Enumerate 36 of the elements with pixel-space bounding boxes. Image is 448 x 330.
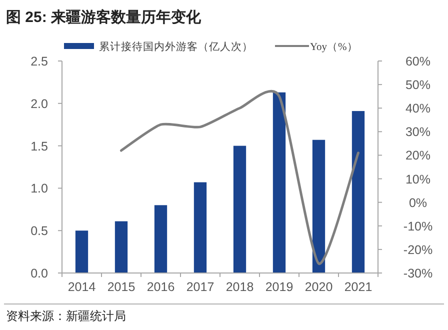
bar [154,205,168,273]
x-tick-label: 2020 [304,280,333,294]
x-tick-label: 2016 [146,280,175,294]
x-tick-label: 2021 [344,280,372,294]
chart-title: 图 25: 来疆游客数量历年变化 [6,8,202,26]
y2-tick-label: -10% [403,219,433,234]
y2-tick-label: 20% [405,148,431,163]
y2-tick-label: 10% [405,172,431,186]
y-tick-label: 2.5 [30,54,48,68]
x-tick-label: 2014 [68,280,96,294]
y2-tick-label: 50% [405,78,431,92]
y-tick-label: 0.5 [30,224,48,238]
bar [312,140,326,273]
y-tick-label: 1.5 [30,139,48,154]
legend-label: Yoy（%） [310,42,358,53]
legend-label: 累计接待国内外游客（亿人次） [99,40,253,53]
bar [75,230,88,273]
bar [352,111,365,273]
x-tick-label: 2019 [265,280,294,294]
y2-tick-label: 40% [405,102,431,116]
x-tick-label: 2018 [226,280,254,294]
bar [272,92,286,273]
y2-tick-label: -30% [403,266,433,280]
y-tick-label: 2.0 [30,96,48,111]
y-tick-label: 0.0 [30,266,48,280]
y-tick-label: 1.0 [30,182,48,196]
text: 资料来源：新疆统计局 [6,309,126,323]
bar [194,182,207,273]
y2-tick-label: 30% [405,125,431,140]
x-tick-label: 2015 [107,280,136,294]
y2-tick-label: 60% [405,54,431,68]
y2-tick-label: 0% [408,196,428,210]
y2-tick-label: -20% [403,242,433,257]
bar [114,221,128,273]
bar [233,146,246,273]
x-tick-label: 2017 [186,280,214,294]
